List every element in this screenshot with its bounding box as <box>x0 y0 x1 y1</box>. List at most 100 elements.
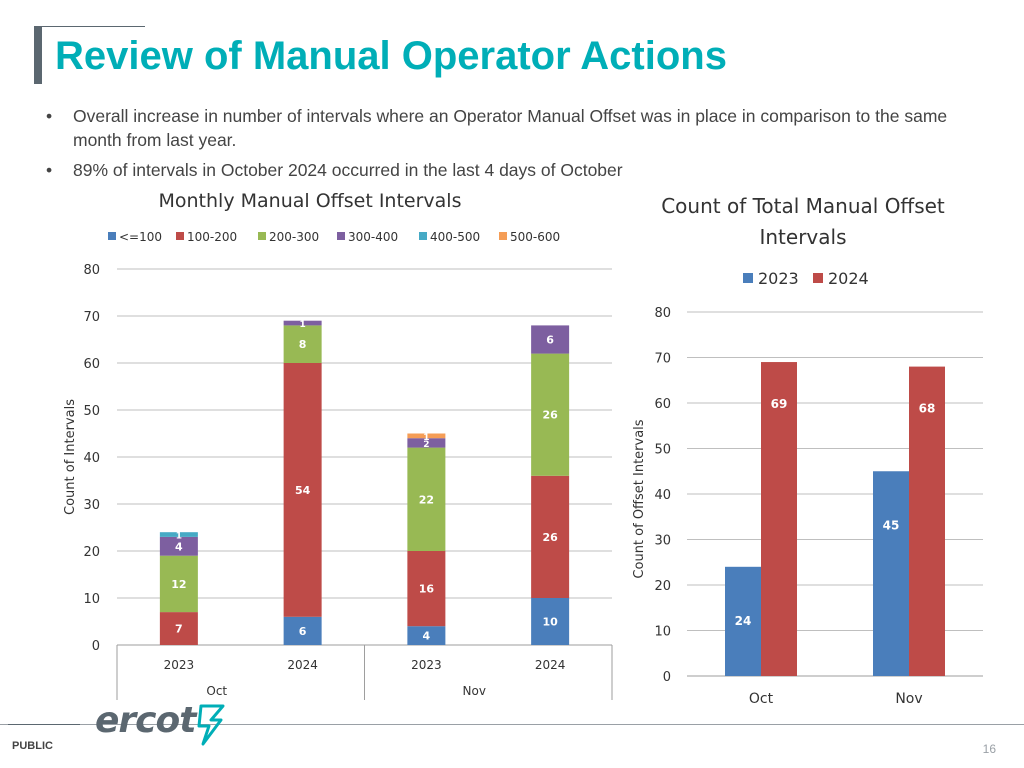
legend-label: <=100 <box>119 230 162 244</box>
data-label: 6 <box>546 334 554 347</box>
bar-segment <box>407 551 446 627</box>
bar-segment <box>159 555 198 613</box>
classification-label: PUBLIC <box>12 740 53 752</box>
bullet-text: Overall increase in number of intervals … <box>73 106 948 150</box>
data-label: 69 <box>771 397 788 411</box>
legend-label: 400-500 <box>430 230 480 244</box>
y-tick-label: 50 <box>83 404 100 419</box>
bar-segment <box>407 433 446 439</box>
bullet-list: • Overall increase in number of interval… <box>44 104 994 188</box>
title-accent-bar <box>34 26 42 84</box>
bar-chart-total-offsets: Count of Total Manual Offset Intervals 202… <box>625 185 995 720</box>
bar-2023 <box>725 566 761 676</box>
bar-segment <box>407 438 446 448</box>
page-title: Review of Manual Operator Actions <box>55 34 727 78</box>
bullet-dot: • <box>46 106 53 126</box>
bar-segment <box>531 598 570 645</box>
x-tick-label: Oct <box>749 691 774 707</box>
data-label: 7 <box>175 623 183 636</box>
x-tick-label: Nov <box>895 691 922 707</box>
bar-segment <box>159 536 198 556</box>
y-tick-label: 0 <box>92 639 100 654</box>
legend-swatch-2 <box>258 232 266 240</box>
data-label: 54 <box>295 484 311 497</box>
legend-swatch-1 <box>176 232 184 240</box>
y-tick-label: 40 <box>654 488 671 503</box>
bar-segment <box>407 447 446 551</box>
footer-divider <box>0 724 1024 725</box>
data-label: 1 <box>423 433 429 443</box>
data-label: 1 <box>299 320 305 330</box>
bar-segment <box>283 363 322 617</box>
x-group-label: Oct <box>206 684 227 698</box>
legend-label: 100-200 <box>187 230 237 244</box>
x-group-label: Nov <box>463 684 486 698</box>
y-tick-label: 30 <box>83 498 100 513</box>
y-tick-label: 60 <box>83 357 100 372</box>
y-tick-label: 10 <box>83 592 100 607</box>
legend-label: 200-300 <box>269 230 319 244</box>
chart-title-line: Intervals <box>759 225 846 249</box>
bar-segment <box>531 353 570 476</box>
data-label: 22 <box>419 493 434 506</box>
data-label: 12 <box>171 578 186 591</box>
y-tick-label: 0 <box>663 670 671 685</box>
bar-segment <box>159 612 198 645</box>
x-tick-label: 2023 <box>411 658 442 672</box>
stacked-bar-chart-svg: Monthly Manual Offset Intervals <=100 100-… <box>63 190 613 700</box>
bar-segment <box>283 616 322 645</box>
legend-label: 2023 <box>758 269 799 288</box>
bar-2024 <box>909 366 945 676</box>
data-label: 1 <box>176 532 182 542</box>
data-label: 6 <box>299 625 307 638</box>
bullet-dot: • <box>46 160 53 180</box>
legend-swatch-0 <box>108 232 116 240</box>
bar-segment <box>531 325 570 354</box>
data-label: 10 <box>542 616 558 629</box>
data-label: 24 <box>735 614 752 628</box>
y-axis-label: Count of Offset Intervals <box>632 419 647 578</box>
x-tick-label: 2023 <box>164 658 195 672</box>
data-label: 68 <box>919 402 936 416</box>
y-tick-label: 80 <box>83 263 100 278</box>
bar-2023 <box>873 471 909 676</box>
bar-segment <box>159 532 198 537</box>
bullet-item: • 89% of intervals in October 2024 occur… <box>44 158 994 182</box>
bar-segment <box>283 325 322 363</box>
legend-swatch-0 <box>743 273 753 283</box>
bar-segment <box>407 626 446 645</box>
data-label: 26 <box>542 531 558 544</box>
clustered-bar-chart-svg: Count of Total Manual OffsetIntervals202… <box>632 194 983 707</box>
legend-swatch-1 <box>813 273 823 283</box>
legend-label: 2024 <box>828 269 869 288</box>
chart-title-line: Count of Total Manual Offset <box>661 194 945 218</box>
y-tick-label: 80 <box>654 306 671 321</box>
data-label: 16 <box>419 583 435 596</box>
bullet-text: 89% of intervals in October 2024 occurre… <box>73 160 623 180</box>
chart-title: Monthly Manual Offset Intervals <box>159 190 462 212</box>
bar-segment <box>531 475 570 598</box>
title-rule <box>42 26 145 27</box>
y-tick-label: 70 <box>654 352 671 367</box>
x-tick-label: 2024 <box>535 658 566 672</box>
y-tick-label: 10 <box>654 625 671 640</box>
bar-segment <box>283 320 322 326</box>
data-label: 26 <box>542 409 558 422</box>
data-label: 2 <box>423 440 429 450</box>
x-tick-label: 2024 <box>287 658 318 672</box>
legend-label: 300-400 <box>348 230 398 244</box>
y-tick-label: 20 <box>83 545 100 560</box>
y-tick-label: 20 <box>654 579 671 594</box>
y-axis-label: Count of Intervals <box>63 399 78 515</box>
y-tick-label: 50 <box>654 443 671 458</box>
legend-swatch-3 <box>337 232 345 240</box>
legend-swatch-5 <box>499 232 507 240</box>
data-label: 8 <box>299 338 307 351</box>
data-label: 4 <box>423 630 431 643</box>
lightning-bolt-icon <box>197 704 225 746</box>
legend-label: 500-600 <box>510 230 560 244</box>
y-tick-label: 40 <box>83 451 100 466</box>
bar-2024 <box>761 362 797 676</box>
footer-divider-accent <box>8 724 80 725</box>
y-tick-label: 60 <box>654 397 671 412</box>
